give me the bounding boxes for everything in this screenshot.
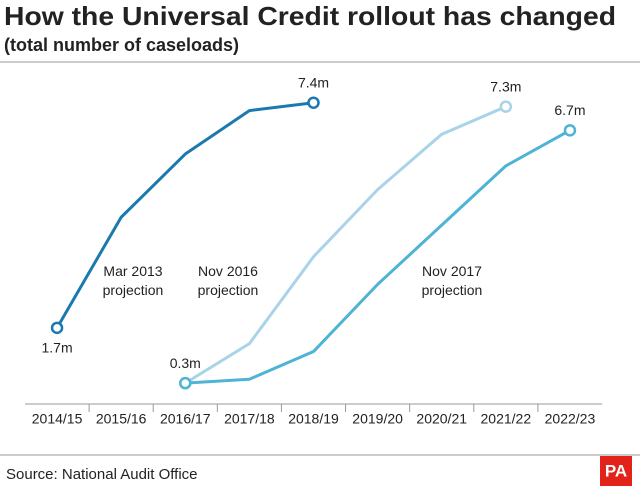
series-line xyxy=(55,101,314,329)
series-label: Nov 2016 projection xyxy=(197,263,259,298)
x-tick-label: 2016/17 xyxy=(160,411,211,427)
chart-subtitle: (total number of caseloads) xyxy=(4,35,239,55)
x-tick-label: 2018/19 xyxy=(288,411,339,427)
x-tick-label: 2015/16 xyxy=(96,411,147,427)
x-tick-label: 2020/21 xyxy=(416,411,467,427)
source: Source: National Audit Office xyxy=(6,466,198,483)
x-tick-label: 2022/23 xyxy=(545,411,596,427)
x-tick-label: 2019/20 xyxy=(352,411,403,427)
logo: PA xyxy=(605,461,627,480)
series-line xyxy=(185,129,571,385)
end-marker xyxy=(50,321,64,335)
end-marker xyxy=(179,376,192,390)
series-label: Mar 2013 projection xyxy=(102,263,164,298)
series-line xyxy=(184,105,507,385)
value-label: 0.3m xyxy=(170,355,201,371)
x-tick-label: 2014/15 xyxy=(32,411,83,427)
x-tick-label: 2017/18 xyxy=(224,411,275,427)
value-label: 6.7m xyxy=(554,102,585,118)
series-label: Nov 2017 projection xyxy=(421,263,483,298)
end-marker xyxy=(499,100,513,113)
value-label: 7.3m xyxy=(490,78,521,94)
value-label: 7.4m xyxy=(298,74,329,90)
end-marker xyxy=(307,96,320,109)
x-tick-label: 2021/22 xyxy=(481,411,532,427)
value-label: 1.7m xyxy=(41,340,72,356)
logo-box xyxy=(600,456,632,486)
chart-title: How the Universal Credit rollout has cha… xyxy=(4,1,616,31)
end-marker xyxy=(563,124,577,137)
